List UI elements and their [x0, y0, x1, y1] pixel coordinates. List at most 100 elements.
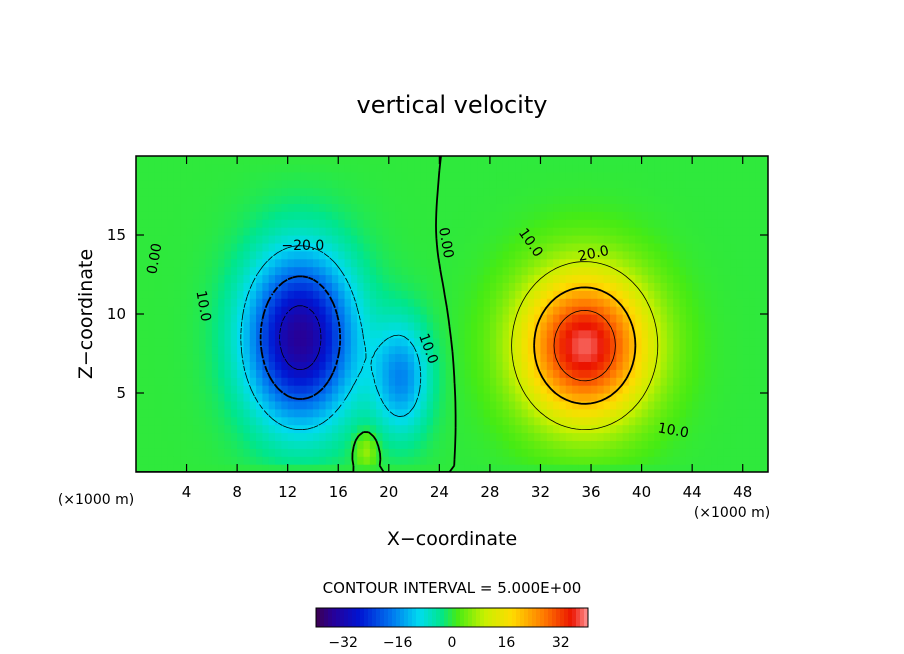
field-cell — [502, 274, 510, 283]
field-cell — [496, 235, 504, 244]
field-cell — [173, 416, 181, 426]
field-cell — [749, 235, 756, 244]
field-cell — [496, 250, 504, 260]
field-cell — [331, 416, 339, 426]
field-cell — [249, 400, 257, 410]
field-cell — [730, 448, 737, 457]
field-cell — [287, 377, 295, 386]
field-cell — [331, 353, 339, 362]
field-cell — [628, 179, 636, 189]
field-cell — [553, 361, 561, 370]
field-cell — [635, 400, 643, 410]
field-cell — [540, 171, 548, 181]
field-cell — [565, 187, 573, 197]
field-cell — [287, 456, 295, 465]
field-cell — [742, 274, 750, 283]
field-cell — [654, 361, 662, 370]
field-cell — [376, 298, 384, 307]
field-cell — [540, 266, 548, 276]
field-cell — [603, 329, 611, 339]
field-cell — [553, 385, 561, 394]
field-cell — [205, 400, 213, 410]
field-cell — [565, 290, 573, 299]
field-cell — [711, 282, 719, 291]
field-cell — [553, 163, 561, 173]
colorbar-cell — [480, 608, 485, 627]
field-cell — [622, 242, 630, 252]
field-cell — [142, 424, 150, 434]
field-cell — [730, 424, 737, 434]
field-cell — [578, 321, 586, 331]
field-cell — [439, 321, 447, 331]
field-cell — [723, 298, 731, 307]
field-cell — [306, 369, 314, 378]
field-cell — [546, 369, 554, 378]
field-cell — [534, 242, 542, 252]
field-cell — [420, 306, 428, 315]
field-cell — [502, 440, 510, 449]
field-cell — [199, 156, 207, 165]
field-cell — [350, 416, 358, 426]
field-cell — [218, 274, 226, 283]
field-cell — [704, 361, 712, 370]
field-cell — [154, 393, 162, 402]
field-cell — [300, 171, 308, 181]
field-cell — [350, 274, 358, 283]
field-cell — [287, 203, 295, 212]
field-cell — [338, 282, 346, 291]
field-cell — [464, 408, 472, 418]
field-cell — [401, 156, 409, 165]
field-cell — [300, 219, 308, 228]
field-cell — [420, 282, 428, 291]
field-cell — [502, 400, 510, 410]
field-cell — [148, 408, 156, 418]
field-cell — [338, 408, 346, 418]
field-cell — [338, 400, 346, 410]
field-cell — [591, 171, 598, 181]
field-cell — [445, 203, 453, 212]
field-cell — [426, 416, 434, 426]
field-cell — [237, 242, 245, 252]
field-cell — [635, 432, 643, 441]
field-cell — [205, 416, 213, 426]
field-cell — [698, 250, 706, 260]
field-cell — [136, 337, 143, 347]
field-cell — [641, 195, 649, 204]
field-cell — [641, 219, 649, 228]
field-cell — [521, 456, 529, 465]
field-cell — [597, 337, 605, 347]
field-cell — [749, 424, 756, 434]
field-cell — [711, 274, 719, 283]
field-cell — [496, 171, 504, 181]
field-cell — [470, 464, 478, 472]
field-cell — [420, 377, 428, 386]
field-cell — [704, 290, 712, 299]
field-cell — [755, 385, 763, 394]
field-cell — [312, 369, 320, 378]
field-cell — [325, 156, 333, 165]
field-cell — [679, 298, 687, 307]
field-cell — [761, 298, 768, 307]
field-cell — [148, 306, 156, 315]
field-cell — [647, 235, 655, 244]
field-cell — [591, 329, 598, 339]
field-cell — [180, 448, 188, 457]
contour-label: 10.0 — [656, 420, 689, 441]
field-cell — [565, 306, 573, 315]
field-cell — [654, 440, 662, 449]
field-cell — [761, 282, 768, 291]
field-cell — [641, 203, 649, 212]
field-cell — [407, 432, 415, 441]
field-cell — [382, 211, 390, 220]
field-cell — [357, 179, 365, 189]
field-cell — [136, 203, 143, 212]
field-cell — [540, 250, 548, 260]
field-cell — [281, 337, 289, 347]
field-cell — [281, 329, 289, 339]
field-cell — [325, 416, 333, 426]
field-cell — [572, 377, 579, 386]
field-cell — [464, 400, 472, 410]
field-cell — [641, 179, 649, 189]
field-cell — [148, 377, 156, 386]
x-axis-unit: (×1000 m) — [694, 505, 770, 521]
